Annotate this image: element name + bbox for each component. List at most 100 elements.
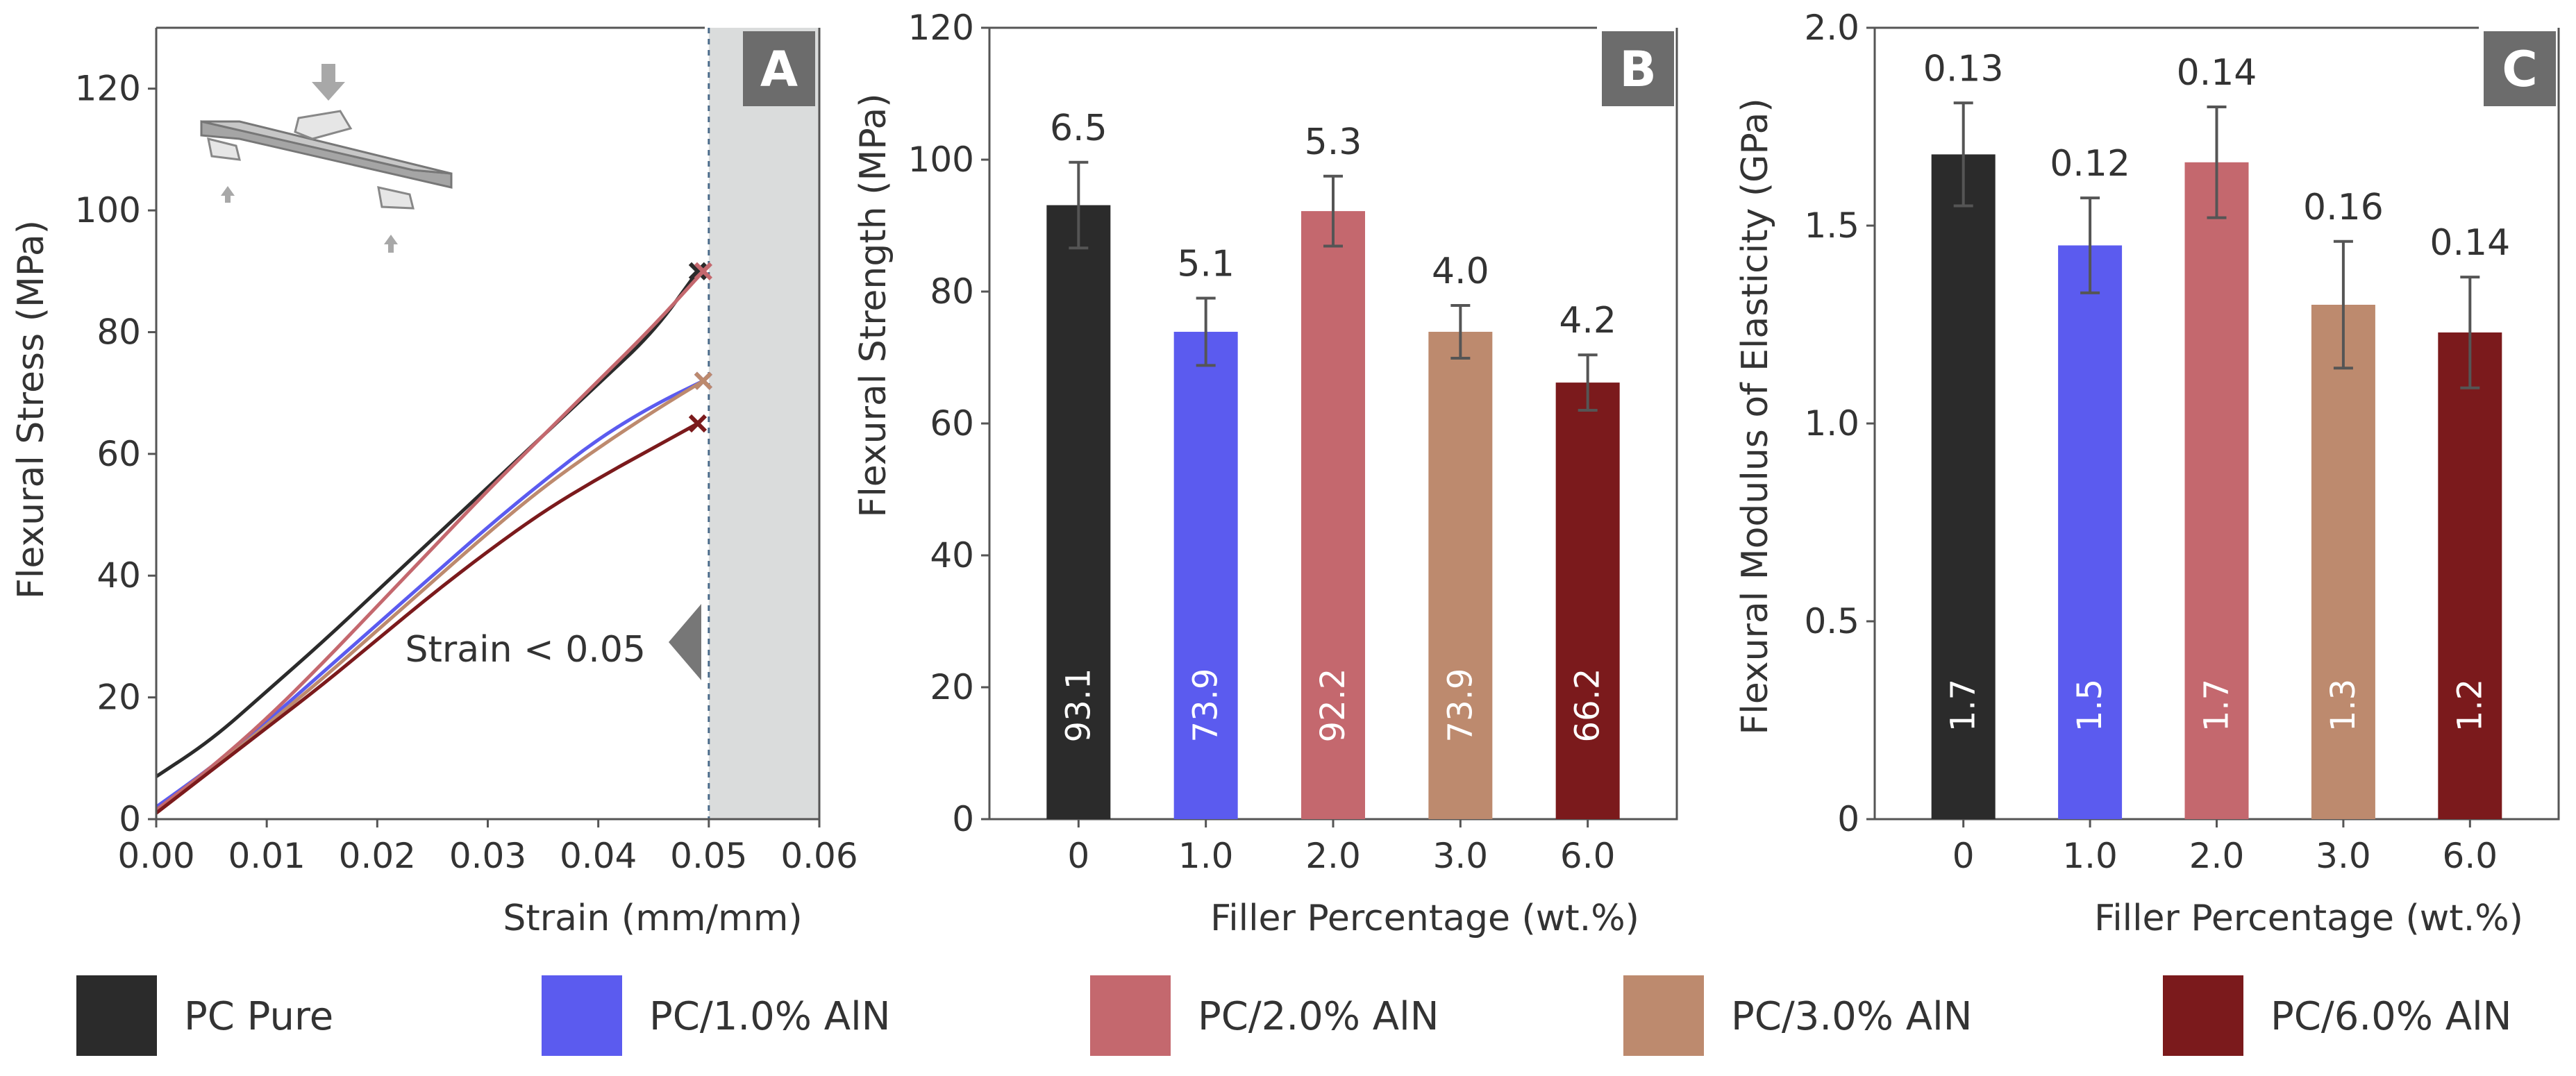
bar <box>2184 162 2249 820</box>
bar <box>1555 383 1620 819</box>
y-tick-label: 40 <box>97 555 141 596</box>
panel-a-x-axis-label: Strain (mm/mm) <box>503 898 802 939</box>
x-tick-label: 0 <box>1067 836 1089 876</box>
y-tick-label: 60 <box>930 403 974 444</box>
fracture-markers <box>688 262 713 433</box>
fracture-x-marker <box>694 262 713 280</box>
bar-value-label: 1.7 <box>1944 679 1983 732</box>
panel-c-y-axis-label: Flexural Modulus of Elasticity (GPa) <box>1734 98 1776 734</box>
x-tick-label: 0.04 <box>560 836 637 876</box>
panel-b-tag-box <box>1602 31 1674 106</box>
y-tick-label: 80 <box>930 271 974 312</box>
panel-b-flexural-strength-chart: 0 20 40 60 80 100 120 6.5 93.1 0 5.1 73.9 1.0 5.3 92.… <box>853 8 1678 939</box>
panel-c-flexural-modulus-chart: 0 0.5 1.0 1.5 2.0 0.13 1.7 0 0.12 1.5 1.0 0.14 1.7 2… <box>1734 8 2560 939</box>
x-tick-label: 3.0 <box>2316 836 2371 876</box>
error-value-label: 5.1 <box>1177 244 1235 285</box>
y-tick-label: 1.0 <box>1804 403 1859 444</box>
bar <box>1428 331 1493 819</box>
fracture-x-marker <box>694 371 713 390</box>
y-tick-label: 0 <box>119 799 141 839</box>
x-tick-label: 1.0 <box>1178 836 1234 876</box>
bar <box>2438 332 2502 819</box>
panel-a-y-axis-label: Flexural Stress (MPa) <box>10 220 52 599</box>
three-point-bending-schematic-icon <box>200 64 453 253</box>
x-tick-label: 6.0 <box>2443 836 2498 876</box>
strain-annotation: Strain < 0.05 <box>405 629 646 671</box>
bar <box>1931 154 1996 819</box>
fracture-x-marker <box>688 414 708 433</box>
panel-b-y-ticks: 0 20 40 60 80 100 120 <box>908 8 989 839</box>
y-tick-label: 40 <box>930 535 974 575</box>
legend-label: PC/6.0% AlN <box>2270 994 2512 1039</box>
y-tick-label: 1.5 <box>1804 205 1859 246</box>
strain-region-shade <box>708 28 819 819</box>
error-value-label: 5.3 <box>1305 121 1362 163</box>
y-tick-label: 0.5 <box>1804 601 1859 641</box>
x-tick-label: 2.0 <box>2189 836 2245 876</box>
legend-swatch <box>1623 975 1704 1056</box>
legend-label: PC/3.0% AlN <box>1731 994 1973 1039</box>
x-tick-label: 1.0 <box>2062 836 2118 876</box>
panel-a-tag: A <box>760 41 798 98</box>
bar-value-label: 66.2 <box>1569 669 1607 743</box>
fracture-x-marker <box>688 262 708 280</box>
x-tick-label: 0.00 <box>117 836 194 876</box>
error-value-label: 0.14 <box>2429 222 2510 264</box>
y-tick-label: 0 <box>1837 799 1859 839</box>
panel-c-bars: 0.13 1.7 0 0.12 1.5 1.0 0.14 1.7 2.0 0.16 1.3 3.0 0.… <box>1923 48 2510 876</box>
legend-swatch <box>76 975 157 1056</box>
bar <box>1046 205 1111 819</box>
error-value-label: 6.5 <box>1050 108 1107 149</box>
panel-a-x-ticks: 0.00 0.01 0.02 0.03 0.04 0.05 0.06 <box>117 819 858 876</box>
bar-value-label: 1.7 <box>2198 679 2236 732</box>
error-value-label: 0.12 <box>2050 143 2130 185</box>
x-tick-label: 3.0 <box>1433 836 1489 876</box>
x-tick-label: 0.03 <box>449 836 526 876</box>
panel-c-tag: C <box>2502 41 2537 98</box>
x-tick-label: 0.05 <box>670 836 747 876</box>
y-tick-label: 100 <box>908 140 974 180</box>
panel-b-x-axis-label: Filler Percentage (wt.%) <box>1210 898 1639 939</box>
y-tick-label: 120 <box>908 8 974 48</box>
bar-value-label: 92.2 <box>1314 669 1353 743</box>
error-value-label: 0.14 <box>2177 52 2257 94</box>
error-value-label: 4.0 <box>1432 251 1489 292</box>
y-tick-label: 2.0 <box>1804 8 1859 48</box>
legend-swatch <box>1090 975 1171 1056</box>
y-tick-label: 80 <box>97 312 141 352</box>
legend-label: PC Pure <box>184 994 333 1039</box>
x-tick-label: 6.0 <box>1560 836 1616 876</box>
legend: PC Pure PC/1.0% AlN PC/2.0% AlN PC/3.0% AlN… <box>76 975 2512 1056</box>
bar <box>1173 331 1238 819</box>
x-tick-label: 0.01 <box>228 836 306 876</box>
x-tick-label: 0.02 <box>339 836 416 876</box>
panel-b-y-axis-label: Flexural Strength (MPa) <box>853 93 894 517</box>
panel-c-x-axis-label: Filler Percentage (wt.%) <box>2094 898 2523 939</box>
error-value-label: 0.13 <box>1923 48 2004 90</box>
x-tick-label: 0 <box>1952 836 1975 876</box>
x-tick-label: 2.0 <box>1305 836 1361 876</box>
y-tick-label: 20 <box>97 678 141 718</box>
legend-swatch <box>2163 975 2243 1056</box>
panel-a-stress-strain-chart: 0 20 40 60 80 100 120 0.00 0.01 0.02 0.03 0.04 0.05… <box>10 26 858 939</box>
panel-a-y-ticks: 0 20 40 60 80 100 120 <box>75 69 156 839</box>
panel-a-tag-box <box>743 31 815 106</box>
y-tick-label: 100 <box>75 190 141 230</box>
bar <box>2311 305 2375 819</box>
y-tick-label: 120 <box>75 69 141 109</box>
y-tick-label: 20 <box>930 667 974 707</box>
bar-value-label: 1.5 <box>2071 679 2109 732</box>
y-tick-label: 0 <box>952 799 974 839</box>
legend-swatch <box>542 975 622 1056</box>
strain-limit-arrow <box>669 604 701 680</box>
bar-value-label: 93.1 <box>1059 669 1098 743</box>
bar-value-label: 73.9 <box>1187 669 1226 743</box>
bar <box>2058 245 2123 819</box>
bar-value-label: 1.3 <box>2324 679 2363 732</box>
error-value-label: 0.16 <box>2303 187 2384 228</box>
curve-pc-2-0-aln <box>155 270 705 812</box>
bar-value-label: 73.9 <box>1441 669 1480 743</box>
panel-b-tag: B <box>1619 41 1656 98</box>
error-value-label: 4.2 <box>1559 300 1616 342</box>
